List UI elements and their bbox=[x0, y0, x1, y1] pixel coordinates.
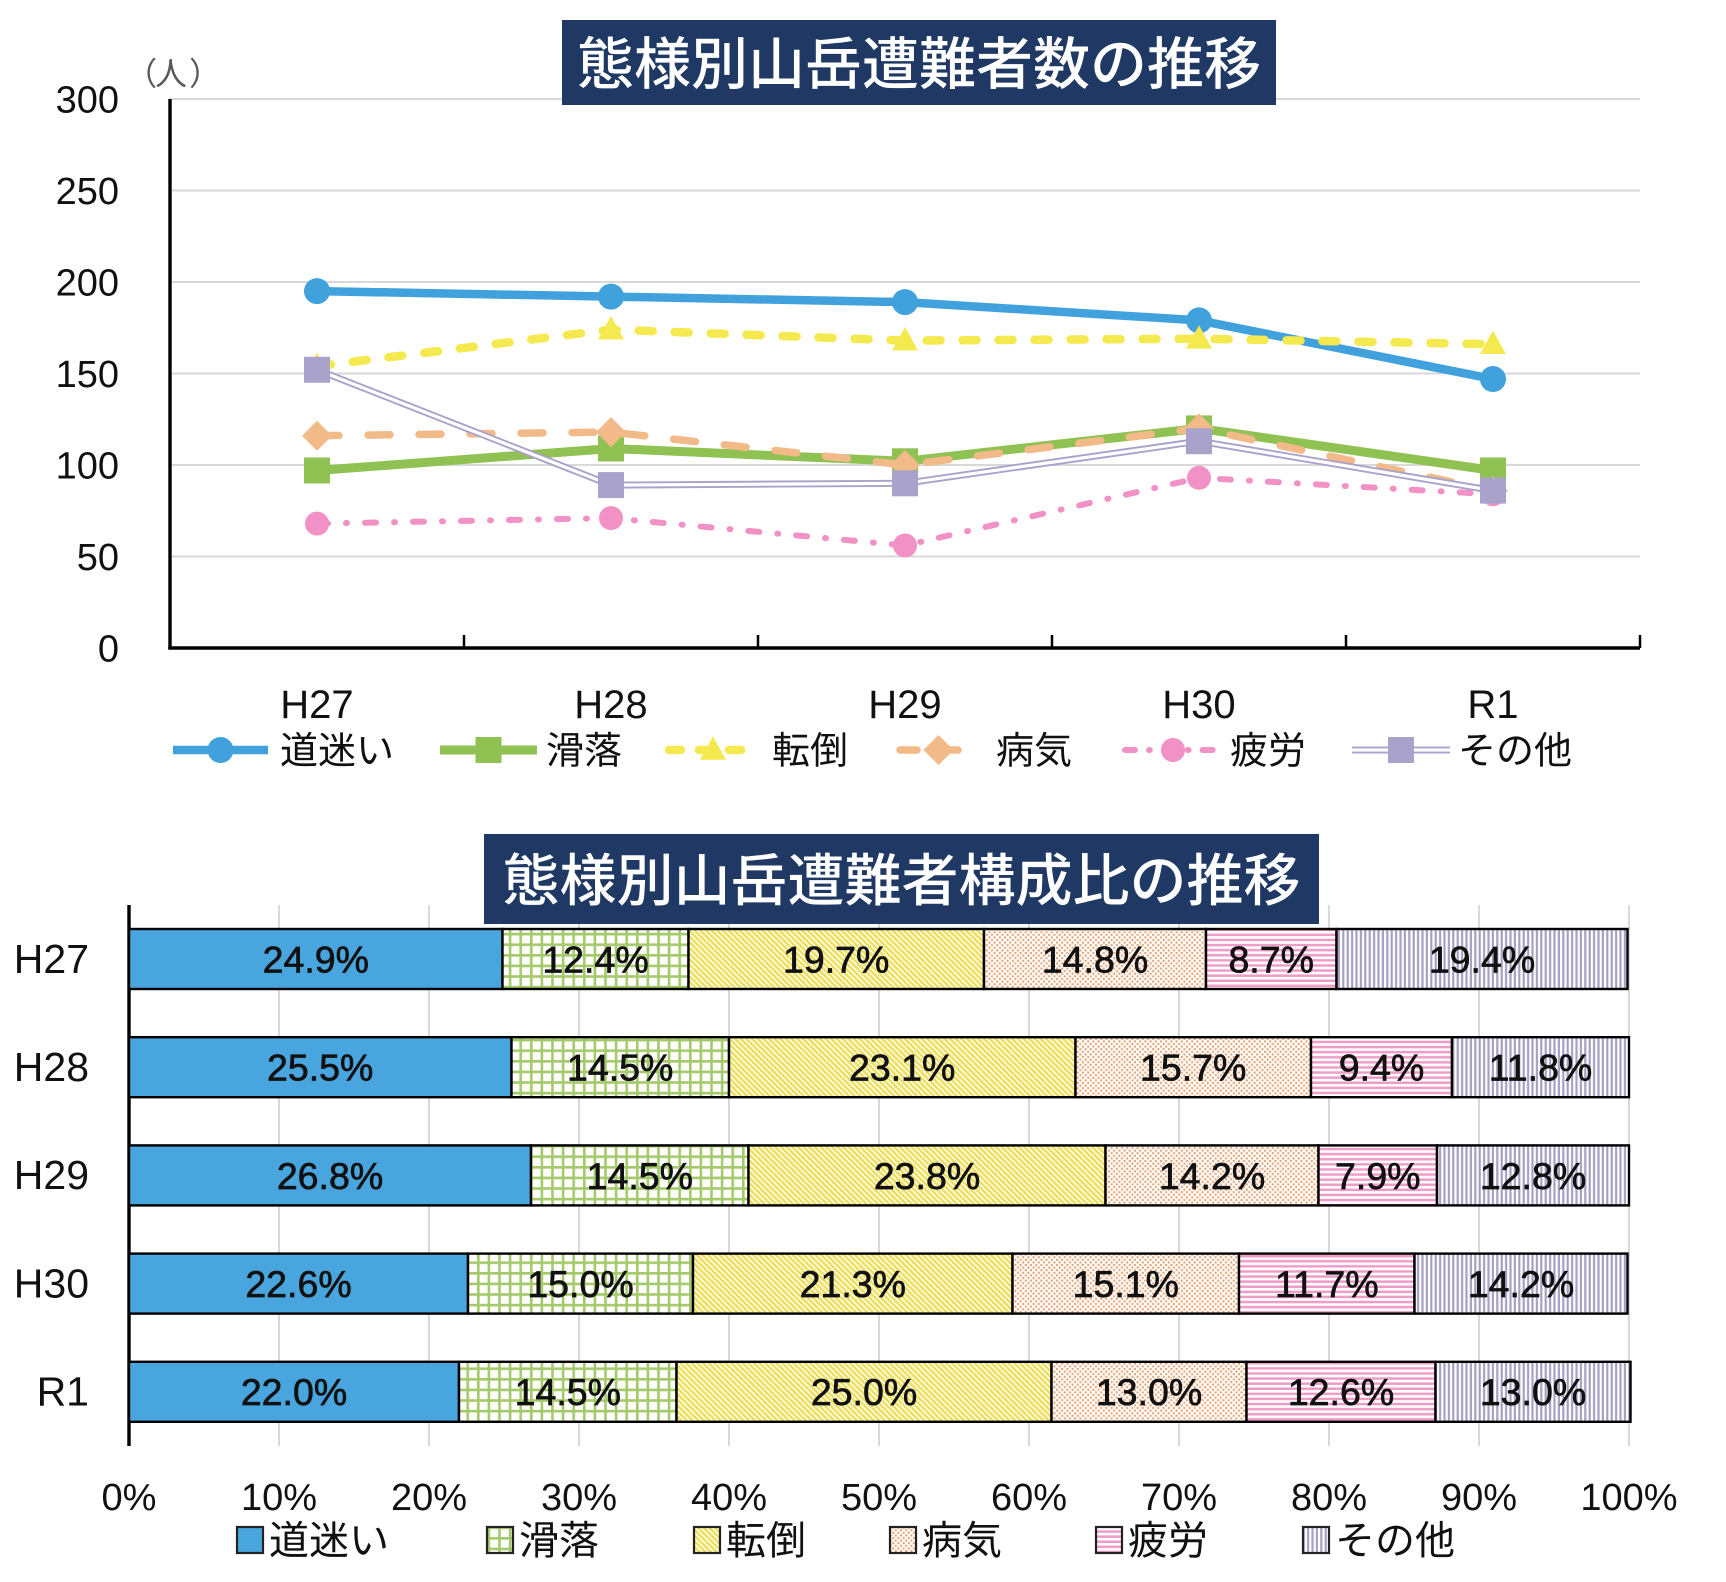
svg-text:24.9%: 24.9% bbox=[263, 938, 369, 980]
svg-text:H29: H29 bbox=[14, 1152, 89, 1198]
svg-text:25.0%: 25.0% bbox=[811, 1371, 917, 1413]
svg-text:14.5%: 14.5% bbox=[515, 1371, 621, 1413]
svg-text:19.7%: 19.7% bbox=[783, 938, 889, 980]
svg-text:R1: R1 bbox=[37, 1369, 89, 1415]
svg-text:23.1%: 23.1% bbox=[849, 1047, 955, 1089]
svg-text:0: 0 bbox=[98, 629, 119, 671]
svg-text:12.8%: 12.8% bbox=[1480, 1155, 1586, 1197]
svg-text:300: 300 bbox=[56, 80, 119, 122]
svg-text:9.4%: 9.4% bbox=[1339, 1047, 1424, 1089]
svg-text:50%: 50% bbox=[841, 1477, 917, 1519]
svg-text:15.7%: 15.7% bbox=[1140, 1047, 1246, 1089]
svg-text:H30: H30 bbox=[14, 1260, 89, 1306]
svg-text:150: 150 bbox=[56, 354, 119, 396]
svg-text:H27: H27 bbox=[14, 936, 89, 982]
svg-text:30%: 30% bbox=[541, 1477, 617, 1519]
svg-text:0%: 0% bbox=[102, 1477, 157, 1519]
svg-text:10%: 10% bbox=[241, 1477, 317, 1519]
svg-text:100: 100 bbox=[56, 446, 119, 488]
svg-text:50: 50 bbox=[77, 537, 119, 579]
svg-text:R1: R1 bbox=[1467, 683, 1518, 727]
svg-text:90%: 90% bbox=[1441, 1477, 1517, 1519]
svg-text:23.8%: 23.8% bbox=[874, 1155, 980, 1197]
svg-text:11.7%: 11.7% bbox=[1275, 1263, 1379, 1305]
svg-text:21.3%: 21.3% bbox=[800, 1263, 906, 1305]
svg-text:14.5%: 14.5% bbox=[587, 1155, 693, 1197]
svg-text:200: 200 bbox=[56, 263, 119, 305]
svg-text:19.4%: 19.4% bbox=[1429, 938, 1535, 980]
svg-text:H28: H28 bbox=[574, 683, 647, 727]
svg-text:7.9%: 7.9% bbox=[1335, 1155, 1420, 1197]
svg-text:13.0%: 13.0% bbox=[1480, 1371, 1586, 1413]
svg-text:40%: 40% bbox=[691, 1477, 767, 1519]
svg-text:H30: H30 bbox=[1162, 683, 1235, 727]
svg-text:22.6%: 22.6% bbox=[245, 1263, 351, 1305]
svg-text:14.8%: 14.8% bbox=[1042, 938, 1148, 980]
svg-text:25.5%: 25.5% bbox=[267, 1047, 373, 1089]
svg-text:13.0%: 13.0% bbox=[1096, 1371, 1202, 1413]
svg-text:15.1%: 15.1% bbox=[1073, 1263, 1179, 1305]
svg-text:H29: H29 bbox=[868, 683, 941, 727]
svg-text:20%: 20% bbox=[391, 1477, 467, 1519]
svg-text:H28: H28 bbox=[14, 1044, 89, 1090]
svg-text:14.5%: 14.5% bbox=[567, 1047, 673, 1089]
svg-text:H27: H27 bbox=[280, 683, 353, 727]
svg-text:100%: 100% bbox=[1580, 1477, 1677, 1519]
svg-text:250: 250 bbox=[56, 171, 119, 213]
svg-text:80%: 80% bbox=[1291, 1477, 1367, 1519]
svg-text:15.0%: 15.0% bbox=[527, 1263, 633, 1305]
svg-text:14.2%: 14.2% bbox=[1468, 1263, 1574, 1305]
svg-text:26.8%: 26.8% bbox=[277, 1155, 383, 1197]
svg-text:8.7%: 8.7% bbox=[1228, 938, 1313, 980]
svg-text:70%: 70% bbox=[1141, 1477, 1217, 1519]
svg-text:60%: 60% bbox=[991, 1477, 1067, 1519]
svg-text:12.6%: 12.6% bbox=[1288, 1371, 1394, 1413]
svg-text:14.2%: 14.2% bbox=[1159, 1155, 1265, 1197]
svg-text:11.8%: 11.8% bbox=[1489, 1047, 1593, 1089]
svg-text:12.4%: 12.4% bbox=[542, 938, 648, 980]
svg-text:22.0%: 22.0% bbox=[241, 1371, 347, 1413]
